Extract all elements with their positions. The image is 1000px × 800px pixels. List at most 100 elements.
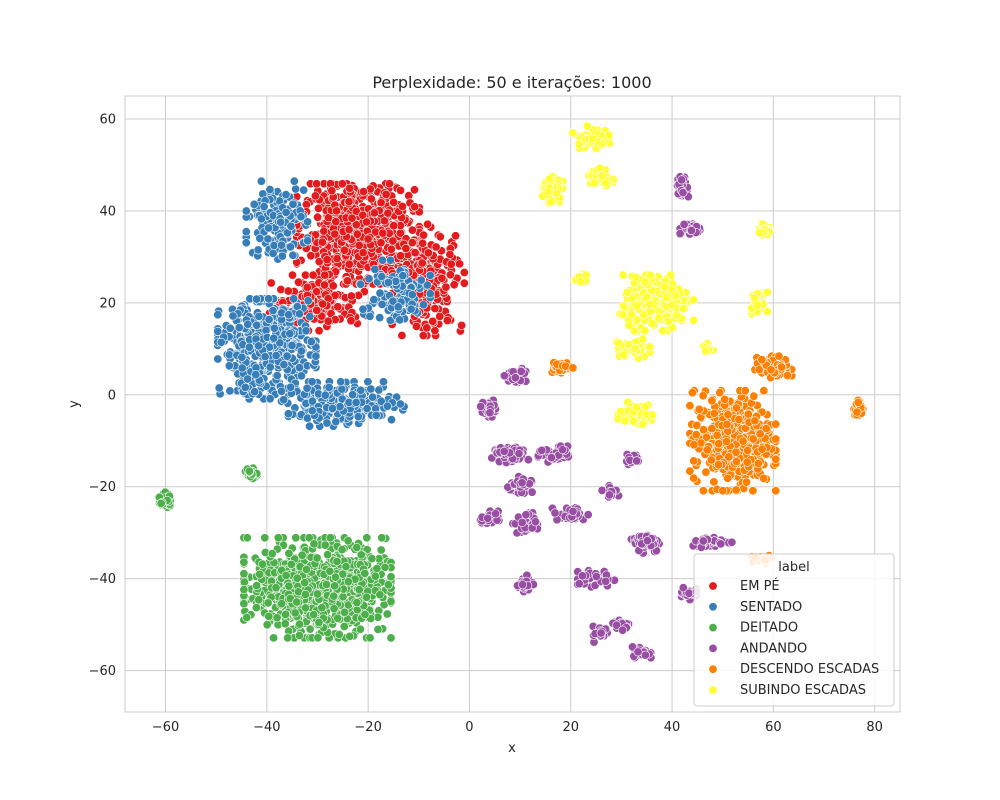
data-point [297, 550, 307, 560]
data-point [358, 187, 368, 197]
data-point [517, 517, 527, 527]
legend-marker [708, 643, 718, 653]
x-tick-label: 40 [664, 720, 681, 735]
data-point [243, 319, 253, 329]
data-point [239, 569, 249, 579]
data-point [276, 217, 286, 227]
data-point [411, 321, 421, 331]
data-point [740, 386, 750, 396]
data-point [237, 352, 247, 362]
data-point [295, 619, 305, 629]
data-point [757, 444, 767, 454]
data-point [397, 202, 407, 212]
series-SENTADO [213, 176, 435, 431]
data-point [354, 240, 364, 250]
data-point [314, 617, 324, 627]
data-point [510, 373, 520, 383]
data-point [214, 383, 224, 393]
data-point [302, 383, 312, 393]
data-point [633, 647, 643, 657]
data-point [723, 473, 733, 483]
data-point [759, 473, 769, 483]
data-point [714, 439, 724, 449]
data-point [374, 385, 384, 395]
data-point [309, 610, 319, 620]
data-point [442, 315, 452, 325]
data-point [338, 592, 348, 602]
data-point [406, 304, 416, 314]
data-point [242, 533, 252, 543]
data-point [771, 486, 781, 496]
data-point [685, 401, 695, 411]
data-point [306, 251, 316, 261]
data-point [307, 396, 317, 406]
data-point [362, 217, 372, 227]
data-point [269, 323, 279, 333]
data-point [771, 434, 781, 444]
data-point [381, 189, 391, 199]
legend-marker [708, 685, 718, 695]
data-point [303, 236, 313, 246]
data-point [322, 255, 332, 265]
data-point [252, 581, 262, 591]
data-point [386, 596, 396, 606]
data-point [370, 571, 380, 581]
data-point [686, 226, 696, 236]
data-point [367, 554, 377, 564]
data-point [312, 179, 322, 189]
legend-label: SUBINDO ESCADAS [740, 683, 866, 698]
data-point [663, 316, 673, 326]
data-point [446, 259, 456, 269]
data-point [386, 572, 396, 582]
data-point [362, 533, 372, 543]
data-point [527, 487, 537, 497]
data-point [241, 206, 251, 216]
data-point [687, 388, 697, 398]
data-point [514, 449, 524, 459]
data-point [346, 316, 356, 326]
data-point [294, 630, 304, 640]
data-point [499, 446, 509, 456]
data-point [749, 391, 759, 401]
data-point [301, 326, 311, 336]
data-point [253, 245, 263, 255]
data-point [228, 311, 238, 321]
data-point [638, 334, 648, 344]
legend-title: label [778, 560, 809, 575]
data-point [287, 340, 297, 350]
data-point [640, 277, 650, 287]
data-point [258, 559, 268, 569]
data-point [289, 294, 299, 304]
data-point [287, 270, 297, 280]
chart-title: Perplexidade: 50 e iterações: 1000 [372, 73, 651, 92]
data-point [277, 251, 287, 261]
data-point [365, 311, 375, 321]
data-point [398, 271, 408, 281]
data-point [544, 174, 554, 184]
data-point [234, 322, 244, 332]
data-point [281, 190, 291, 200]
data-point [296, 346, 306, 356]
data-point [777, 362, 787, 372]
data-point [288, 250, 298, 260]
data-point [738, 436, 748, 446]
data-point [272, 371, 282, 381]
data-point [311, 287, 321, 297]
data-point [344, 225, 354, 235]
x-tick-label: 80 [866, 720, 883, 735]
data-point [431, 242, 441, 252]
data-point [701, 346, 711, 356]
data-point [731, 457, 741, 467]
data-point [364, 274, 374, 284]
data-point [618, 310, 628, 320]
data-point [457, 320, 467, 330]
data-point [305, 312, 315, 322]
data-point [254, 311, 264, 321]
data-point [376, 198, 386, 208]
x-tick-label: −20 [354, 720, 381, 735]
data-point [309, 539, 319, 549]
data-point [156, 498, 166, 508]
data-point [269, 333, 279, 343]
data-point [251, 370, 261, 380]
data-point [331, 206, 341, 216]
